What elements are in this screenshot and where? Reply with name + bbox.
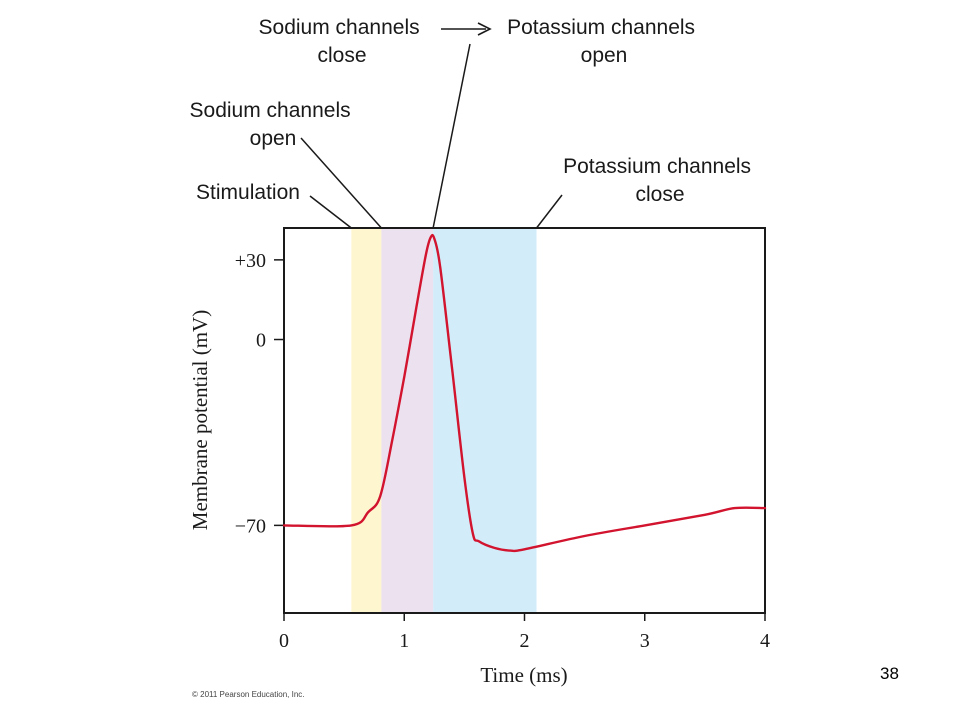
- annotation-sodium-close-line-2: close: [317, 44, 366, 67]
- x-tick-label: 0: [279, 630, 289, 652]
- annotation-potassium-close: Potassium channels close: [563, 155, 757, 206]
- x-tick-label: 3: [640, 630, 650, 652]
- annotation-potassium-open-line-1: Potassium channels: [507, 16, 695, 39]
- axis-ticks: 0 1 2 3 4 +30 0 −70: [235, 250, 770, 652]
- annotation-leader-line: [432, 43, 471, 229]
- x-axis-title: Time (ms): [480, 663, 567, 687]
- y-tick-label: +30: [235, 250, 266, 272]
- slide-page-number: 38: [880, 664, 899, 683]
- x-tick-label: 2: [520, 630, 530, 652]
- phase-band-1: [381, 228, 434, 613]
- annotation-leader-line: [309, 195, 352, 229]
- y-axis-title: Membrane potential (mV): [188, 310, 212, 530]
- annotation-potassium-open-line-2: open: [581, 44, 628, 67]
- annotation-potassium-close-line-1: Potassium channels: [563, 155, 751, 178]
- annotation-leader-line: [535, 194, 563, 229]
- annotation-potassium-close-line-2: close: [635, 183, 684, 206]
- x-tick-label: 1: [399, 630, 409, 652]
- phase-band-0: [351, 228, 382, 613]
- annotation-sodium-close-line-1: Sodium channels: [259, 16, 420, 39]
- phase-band-2: [433, 228, 537, 613]
- annotation-sodium-open: Sodium channels open: [190, 99, 357, 150]
- x-tick-label: 4: [760, 630, 770, 652]
- annotation-sodium-open-line-1: Sodium channels: [190, 99, 351, 122]
- annotation-leaders: [300, 43, 563, 229]
- annotation-leader-line: [300, 137, 382, 229]
- annotation-stimulation: Stimulation: [196, 181, 300, 204]
- y-tick-label: −70: [235, 515, 266, 537]
- copyright-notice: © 2011 Pearson Education, Inc.: [192, 690, 305, 699]
- y-tick-label: 0: [256, 330, 266, 352]
- phase-bands: [351, 228, 537, 613]
- annotation-sodium-open-line-2: open: [250, 127, 297, 150]
- annotation-sodium-close: Sodium channels close: [259, 16, 426, 67]
- data-series: [282, 233, 767, 553]
- annotation-stimulation-line-1: Stimulation: [196, 181, 300, 204]
- transition-arrow-head-icon: [477, 22, 492, 36]
- annotation-potassium-open: Potassium channels open: [507, 16, 701, 67]
- membrane-potential-line: [282, 233, 767, 553]
